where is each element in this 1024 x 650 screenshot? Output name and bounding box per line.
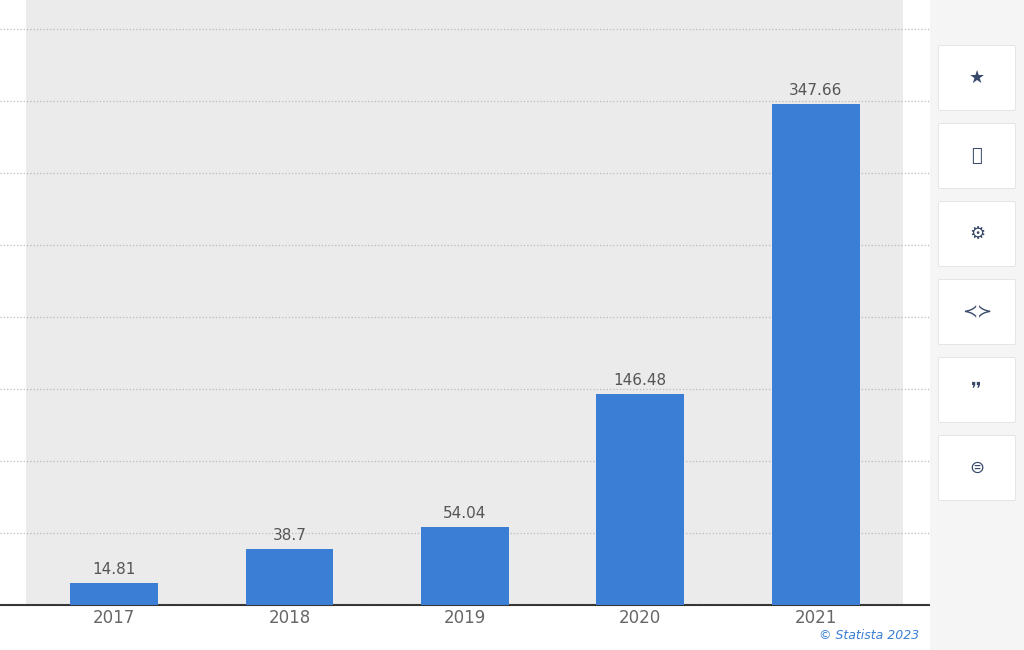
Bar <box>728 0 903 604</box>
Text: ⚙: ⚙ <box>969 225 985 243</box>
Text: ≺≻: ≺≻ <box>962 303 992 321</box>
FancyBboxPatch shape <box>938 280 1016 344</box>
Bar <box>596 394 684 604</box>
Bar <box>27 0 202 604</box>
Bar <box>377 0 553 604</box>
Text: 54.04: 54.04 <box>443 506 486 521</box>
Text: 14.81: 14.81 <box>92 562 136 577</box>
Text: 38.7: 38.7 <box>272 528 306 543</box>
FancyBboxPatch shape <box>938 124 1016 188</box>
FancyBboxPatch shape <box>938 358 1016 423</box>
FancyBboxPatch shape <box>938 202 1016 266</box>
Bar <box>246 549 334 605</box>
Text: ⊜: ⊜ <box>970 459 984 477</box>
FancyBboxPatch shape <box>938 46 1016 110</box>
Bar <box>772 104 859 604</box>
Bar <box>421 526 509 604</box>
FancyBboxPatch shape <box>938 436 1016 500</box>
Bar <box>71 583 158 605</box>
Text: ❜❜: ❜❜ <box>971 381 983 399</box>
Text: 347.66: 347.66 <box>790 83 843 98</box>
Text: 146.48: 146.48 <box>613 373 667 388</box>
Bar <box>202 0 377 604</box>
Text: © Statista 2023: © Statista 2023 <box>819 629 920 642</box>
Text: 🔔: 🔔 <box>972 147 982 165</box>
Bar <box>553 0 728 604</box>
Text: ★: ★ <box>969 69 985 87</box>
